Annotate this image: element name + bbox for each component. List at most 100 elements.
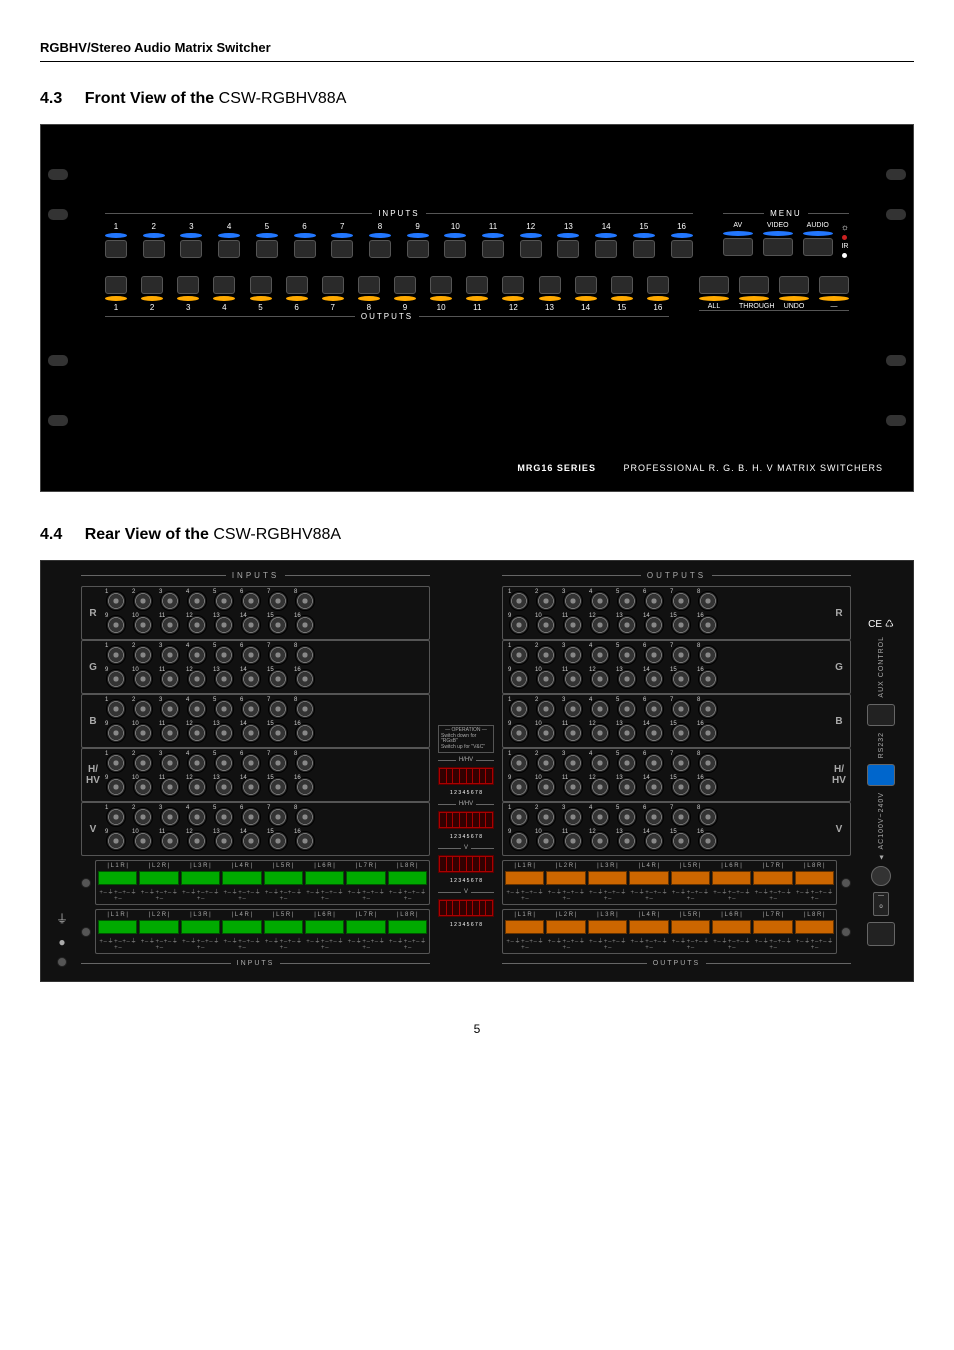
bnc-connector[interactable]: 1: [104, 752, 128, 774]
bnc-connector[interactable]: 8: [696, 590, 720, 612]
channel-button[interactable]: [218, 240, 240, 258]
rs232-port[interactable]: [867, 764, 895, 786]
bnc-connector[interactable]: 13: [615, 668, 639, 690]
bnc-connector[interactable]: 11: [561, 776, 585, 798]
phoenix-connector[interactable]: [671, 920, 710, 934]
bnc-connector[interactable]: 9: [104, 776, 128, 798]
bnc-connector[interactable]: 8: [696, 806, 720, 828]
bnc-connector[interactable]: 12: [588, 722, 612, 744]
bnc-connector[interactable]: 9: [104, 614, 128, 636]
bnc-connector[interactable]: 16: [293, 722, 317, 744]
menu-button[interactable]: [739, 276, 769, 294]
channel-button[interactable]: [180, 240, 202, 258]
bnc-connector[interactable]: 13: [212, 614, 236, 636]
phoenix-connector[interactable]: [346, 871, 385, 885]
bnc-connector[interactable]: 6: [642, 698, 666, 720]
channel-button[interactable]: [482, 240, 504, 258]
bnc-connector[interactable]: 3: [561, 806, 585, 828]
phoenix-connector[interactable]: [181, 920, 220, 934]
iec-power-inlet[interactable]: [867, 922, 895, 946]
bnc-connector[interactable]: 15: [669, 614, 693, 636]
bnc-connector[interactable]: 13: [212, 722, 236, 744]
channel-button[interactable]: [539, 276, 561, 294]
channel-button[interactable]: [294, 240, 316, 258]
menu-button[interactable]: [699, 276, 729, 294]
bnc-connector[interactable]: 2: [131, 644, 155, 666]
menu-button[interactable]: [723, 238, 753, 256]
bnc-connector[interactable]: 4: [185, 806, 209, 828]
bnc-connector[interactable]: 8: [696, 752, 720, 774]
bnc-connector[interactable]: 4: [588, 644, 612, 666]
bnc-connector[interactable]: 10: [131, 722, 155, 744]
channel-button[interactable]: [575, 276, 597, 294]
phoenix-connector[interactable]: [305, 920, 344, 934]
bnc-connector[interactable]: 7: [266, 644, 290, 666]
channel-button[interactable]: [256, 240, 278, 258]
bnc-connector[interactable]: 16: [696, 776, 720, 798]
dip-switch-v-in[interactable]: [438, 855, 494, 873]
bnc-connector[interactable]: 5: [615, 752, 639, 774]
menu-button[interactable]: [803, 238, 833, 256]
channel-button[interactable]: [177, 276, 199, 294]
channel-button[interactable]: [502, 276, 524, 294]
bnc-connector[interactable]: 3: [158, 806, 182, 828]
phoenix-connector[interactable]: [181, 871, 220, 885]
bnc-connector[interactable]: 2: [131, 752, 155, 774]
phoenix-connector[interactable]: [505, 920, 544, 934]
bnc-connector[interactable]: 6: [239, 698, 263, 720]
channel-button[interactable]: [213, 276, 235, 294]
bnc-connector[interactable]: 11: [561, 614, 585, 636]
bnc-connector[interactable]: 10: [534, 614, 558, 636]
bnc-connector[interactable]: 10: [131, 830, 155, 852]
bnc-connector[interactable]: 10: [534, 668, 558, 690]
bnc-connector[interactable]: 6: [642, 590, 666, 612]
channel-button[interactable]: [331, 240, 353, 258]
bnc-connector[interactable]: 8: [293, 806, 317, 828]
bnc-connector[interactable]: 13: [212, 830, 236, 852]
aux-control-port[interactable]: [867, 704, 895, 726]
bnc-connector[interactable]: 5: [615, 806, 639, 828]
bnc-connector[interactable]: 2: [131, 806, 155, 828]
bnc-connector[interactable]: 4: [185, 644, 209, 666]
bnc-connector[interactable]: 3: [158, 752, 182, 774]
bnc-connector[interactable]: 1: [104, 590, 128, 612]
phoenix-connector[interactable]: [305, 871, 344, 885]
bnc-connector[interactable]: 3: [561, 752, 585, 774]
channel-button[interactable]: [633, 240, 655, 258]
bnc-connector[interactable]: 6: [239, 590, 263, 612]
menu-button[interactable]: [779, 276, 809, 294]
channel-button[interactable]: [444, 240, 466, 258]
phoenix-connector[interactable]: [264, 920, 303, 934]
bnc-connector[interactable]: 5: [615, 698, 639, 720]
fuse-holder[interactable]: [871, 866, 891, 886]
bnc-connector[interactable]: 7: [669, 806, 693, 828]
bnc-connector[interactable]: 11: [158, 722, 182, 744]
bnc-connector[interactable]: 3: [561, 590, 585, 612]
bnc-connector[interactable]: 14: [642, 722, 666, 744]
bnc-connector[interactable]: 11: [561, 668, 585, 690]
bnc-connector[interactable]: 12: [185, 722, 209, 744]
channel-button[interactable]: [611, 276, 633, 294]
phoenix-connector[interactable]: [588, 920, 627, 934]
bnc-connector[interactable]: 1: [507, 806, 531, 828]
bnc-connector[interactable]: 16: [293, 776, 317, 798]
phoenix-connector[interactable]: [505, 871, 544, 885]
phoenix-connector[interactable]: [712, 871, 751, 885]
bnc-connector[interactable]: 11: [158, 614, 182, 636]
bnc-connector[interactable]: 6: [239, 806, 263, 828]
bnc-connector[interactable]: 13: [615, 614, 639, 636]
bnc-connector[interactable]: 1: [104, 806, 128, 828]
bnc-connector[interactable]: 15: [669, 830, 693, 852]
channel-button[interactable]: [394, 276, 416, 294]
bnc-connector[interactable]: 11: [158, 776, 182, 798]
channel-button[interactable]: [369, 240, 391, 258]
channel-button[interactable]: [105, 240, 127, 258]
bnc-connector[interactable]: 14: [642, 776, 666, 798]
menu-button[interactable]: [763, 238, 793, 256]
bnc-connector[interactable]: 2: [534, 644, 558, 666]
bnc-connector[interactable]: 15: [669, 668, 693, 690]
channel-button[interactable]: [250, 276, 272, 294]
bnc-connector[interactable]: 15: [266, 722, 290, 744]
channel-button[interactable]: [141, 276, 163, 294]
phoenix-connector[interactable]: [98, 871, 137, 885]
